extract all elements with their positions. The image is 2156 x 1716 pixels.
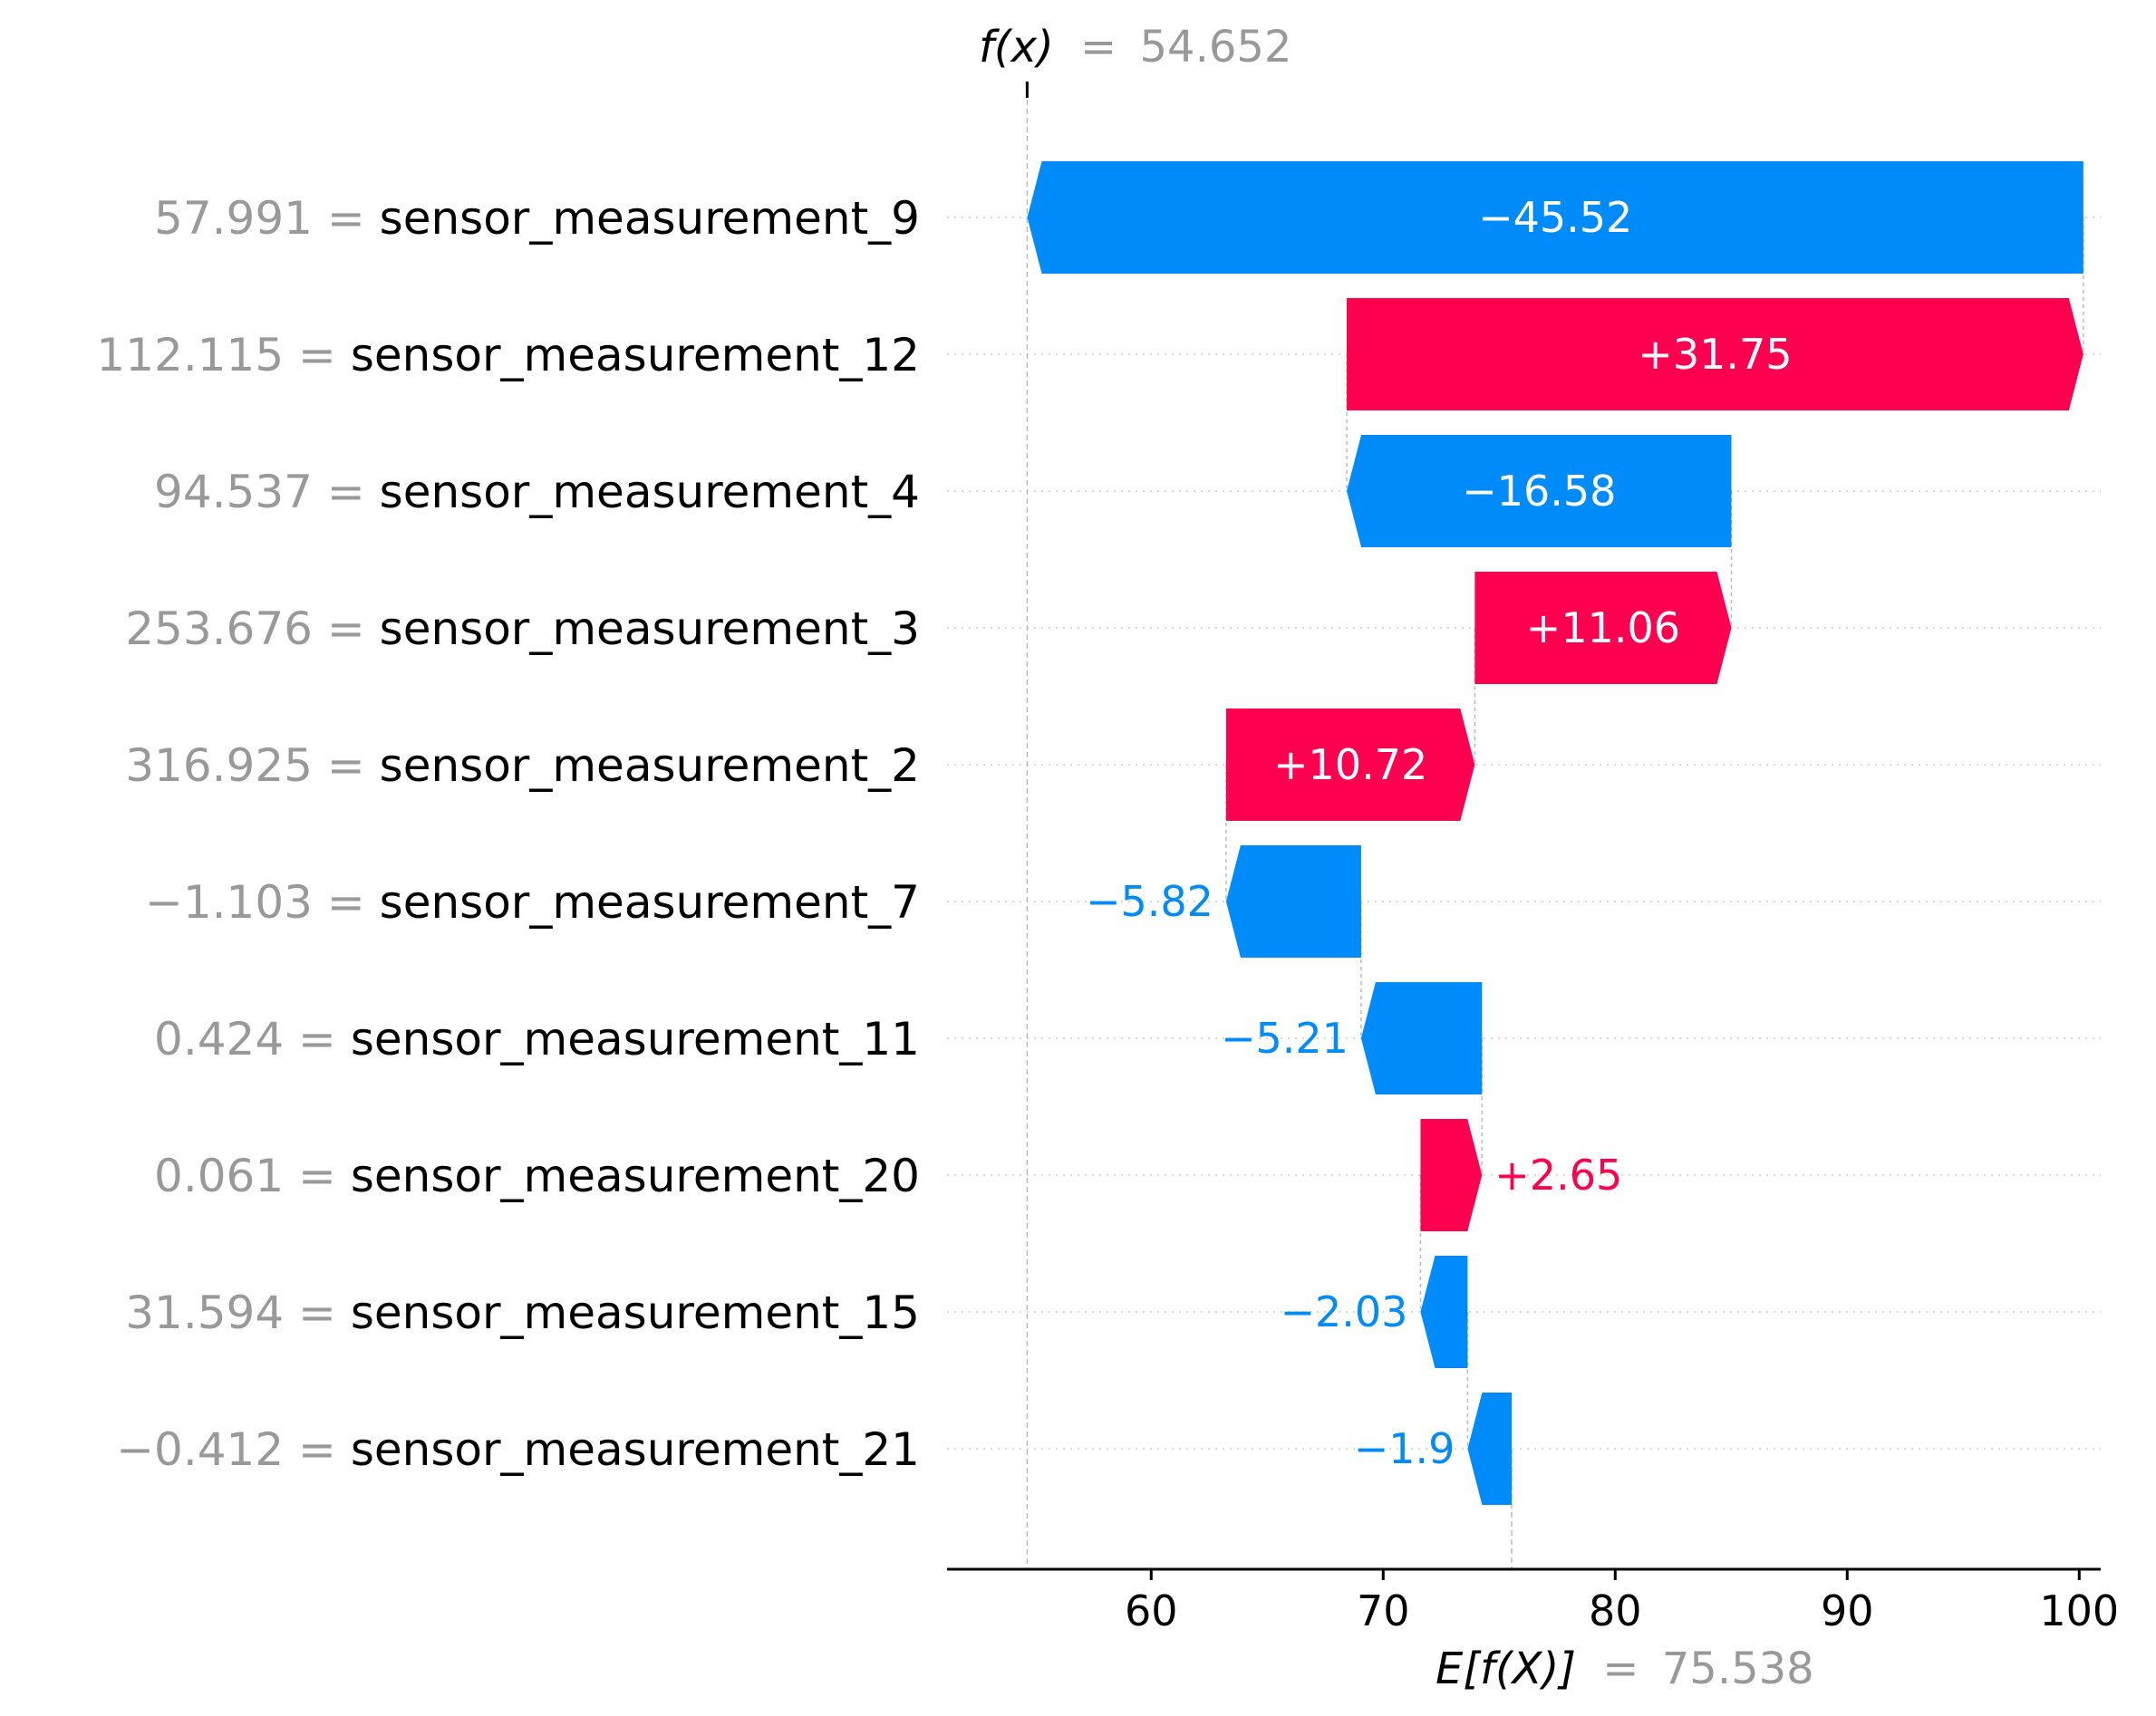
feature-label: −1.103 = sensor_measurement_7 [145, 876, 920, 929]
fx-label: f(x) [979, 22, 1054, 72]
feature-name: sensor_measurement_2 [380, 739, 920, 792]
bar-value-label: +2.65 [1494, 1151, 1622, 1200]
feature-label: 31.594 = sensor_measurement_15 [125, 1287, 920, 1339]
feature-label: 0.061 = sensor_measurement_20 [154, 1150, 920, 1202]
feature-value: 94.537 = [154, 466, 380, 518]
feature-name: sensor_measurement_4 [380, 466, 920, 518]
fx-value: 54.652 [1140, 22, 1292, 72]
shap-bar [1225, 845, 1361, 958]
bar-value-label: −2.03 [1280, 1287, 1407, 1336]
feature-value: 0.424 = [154, 1013, 351, 1065]
shap-bar [1467, 1393, 1513, 1505]
feature-name: sensor_measurement_11 [351, 1013, 920, 1065]
bar-value-label: +31.75 [1638, 330, 1792, 379]
feature-name: sensor_measurement_21 [351, 1423, 920, 1476]
bar-value-label: −1.9 [1354, 1424, 1455, 1473]
shap-bar [1347, 435, 1732, 547]
label-layer: −45.52 57.991 = sensor_measurement_9 +31.7… [96, 192, 1792, 1476]
feature-name: sensor_measurement_15 [351, 1287, 920, 1339]
feature-value: −1.103 = [145, 876, 380, 929]
feature-label: 253.676 = sensor_measurement_3 [125, 603, 920, 655]
feature-label: 0.424 = sensor_measurement_11 [154, 1013, 920, 1065]
feature-value: 0.061 = [154, 1150, 351, 1202]
x-tick-label: 90 [1821, 1586, 1874, 1635]
shap-bar [1027, 161, 2083, 274]
fx-annotation: f(x) = 54.652 [979, 22, 1291, 72]
shap-bar [1420, 1256, 1468, 1368]
feature-name: sensor_measurement_12 [351, 329, 920, 381]
base-annotation: E[f(X)] = 75.538 [1436, 1644, 1814, 1694]
feature-label: 316.925 = sensor_measurement_2 [125, 739, 920, 792]
shap-bar [1347, 298, 2083, 410]
bar-value-label: −16.58 [1462, 467, 1616, 516]
x-tick-label: 70 [1357, 1586, 1410, 1635]
feature-name: sensor_measurement_20 [351, 1150, 920, 1202]
feature-value: 31.594 = [125, 1287, 351, 1339]
base-value: 75.538 [1662, 1644, 1814, 1694]
feature-label: 112.115 = sensor_measurement_12 [96, 329, 920, 381]
feature-label: 57.991 = sensor_measurement_9 [154, 192, 920, 245]
feature-name: sensor_measurement_9 [380, 192, 920, 245]
feature-value: 253.676 = [125, 603, 379, 655]
feature-label: −0.412 = sensor_measurement_21 [116, 1423, 920, 1476]
feature-value: 57.991 = [154, 192, 380, 245]
feature-name: sensor_measurement_7 [380, 876, 920, 929]
x-tick-label: 60 [1125, 1586, 1178, 1635]
feature-label: 94.537 = sensor_measurement_4 [154, 466, 920, 518]
shap-bar [1360, 982, 1483, 1094]
bar-value-label: −45.52 [1478, 193, 1632, 242]
shap-bar [1225, 709, 1475, 821]
x-axis: 60 70 80 90 100 [947, 1567, 2119, 1635]
feature-value: −0.412 = [116, 1423, 351, 1476]
base-label: E[f(X)] [1436, 1644, 1576, 1694]
bar-layer [1027, 161, 2083, 1505]
x-tick-label: 100 [2039, 1586, 2119, 1635]
bar-value-label: +11.06 [1526, 603, 1680, 652]
feature-value: 316.925 = [125, 739, 379, 792]
bar-value-label: −5.82 [1086, 877, 1213, 926]
shap-bar [1420, 1119, 1483, 1231]
feature-value: 112.115 = [96, 329, 350, 381]
x-tick-label: 80 [1589, 1586, 1642, 1635]
bar-value-label: +10.72 [1273, 740, 1427, 789]
bar-value-label: −5.21 [1221, 1014, 1349, 1063]
shap-bar [1474, 572, 1732, 684]
fx-equals: = [1080, 22, 1117, 72]
base-equals: = [1602, 1644, 1639, 1694]
feature-name: sensor_measurement_3 [380, 603, 920, 655]
